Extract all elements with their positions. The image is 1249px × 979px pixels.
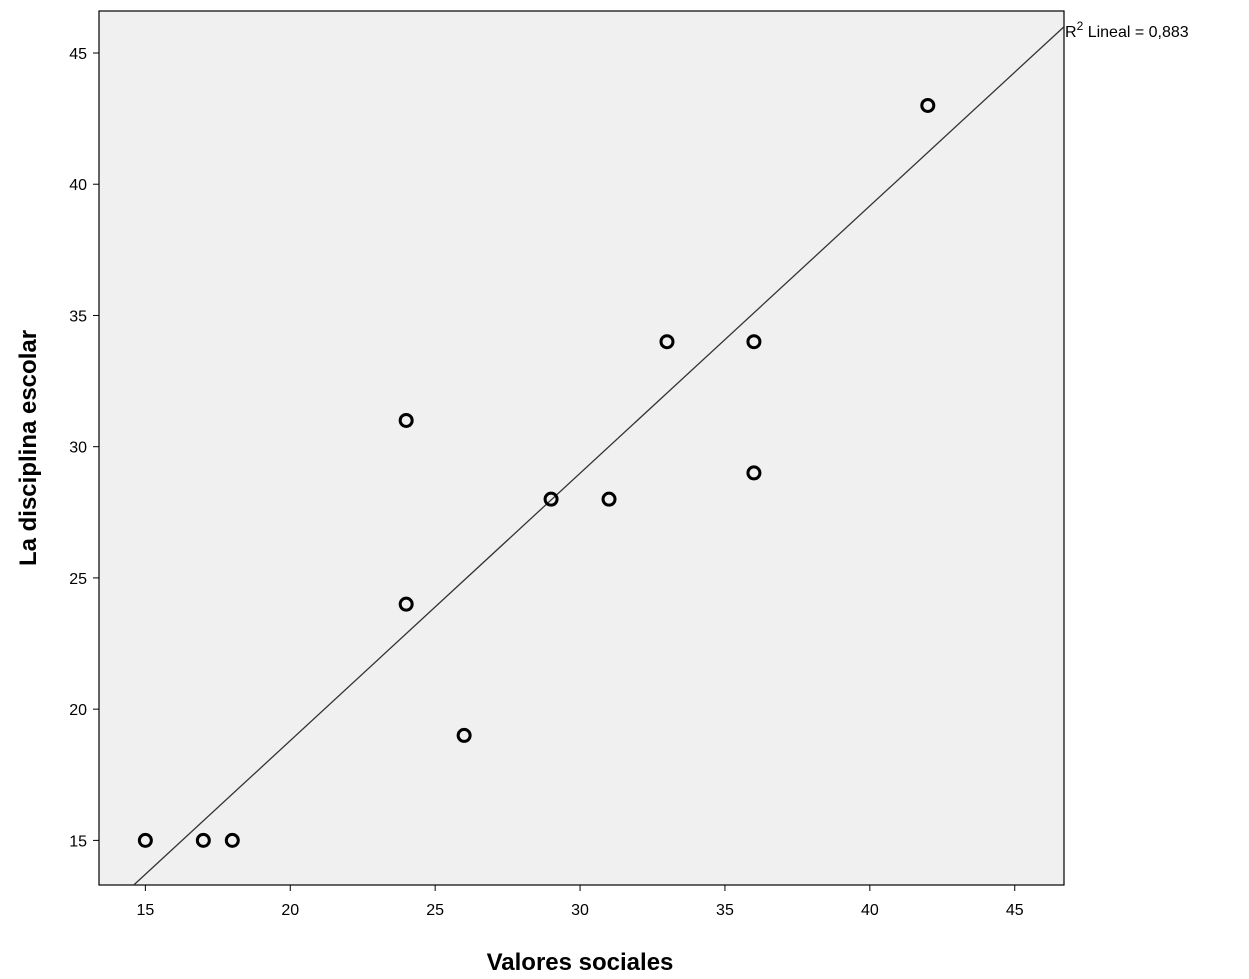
data-point	[224, 832, 240, 848]
data-point	[456, 727, 472, 743]
x-tick-label: 30	[571, 902, 589, 919]
y-axis: 15 20 25 30 35 40 45	[69, 46, 99, 850]
x-axis: 15 20 25 30 35 40 45	[136, 885, 1024, 919]
x-tick-label: 45	[1006, 902, 1024, 919]
x-tick-label: 25	[426, 902, 444, 919]
annotation-superscript: 2	[1077, 19, 1084, 33]
x-tick-label: 40	[861, 902, 879, 919]
y-tick-label: 45	[69, 46, 87, 63]
data-points	[137, 97, 936, 848]
fit-annotation: R2 Lineal = 0,883	[1065, 19, 1189, 41]
data-point	[746, 334, 762, 350]
data-point	[920, 97, 936, 113]
y-tick-label: 35	[69, 308, 87, 325]
plot-area	[98, 10, 1065, 886]
fit-line-group	[133, 26, 1065, 886]
y-tick-label: 25	[69, 571, 87, 588]
data-point	[746, 465, 762, 481]
annotation-text: Lineal = 0,883	[1083, 24, 1189, 41]
data-point	[543, 491, 559, 507]
data-point	[398, 596, 414, 612]
y-tick-label: 40	[69, 177, 87, 194]
data-point	[659, 334, 675, 350]
y-tick-label: 20	[69, 702, 87, 719]
data-point	[137, 832, 153, 848]
y-axis-title: La disciplina escolar	[15, 330, 42, 566]
x-axis-title: Valores sociales	[487, 949, 674, 976]
data-point	[601, 491, 617, 507]
y-tick-label: 30	[69, 440, 87, 457]
annotation-r: R	[1065, 24, 1077, 41]
y-tick-label: 15	[69, 833, 87, 850]
data-point	[195, 832, 211, 848]
x-tick-label: 35	[716, 902, 734, 919]
x-tick-label: 20	[281, 902, 299, 919]
x-tick-label: 15	[136, 902, 154, 919]
data-point	[398, 412, 414, 428]
regression-line	[133, 26, 1065, 886]
